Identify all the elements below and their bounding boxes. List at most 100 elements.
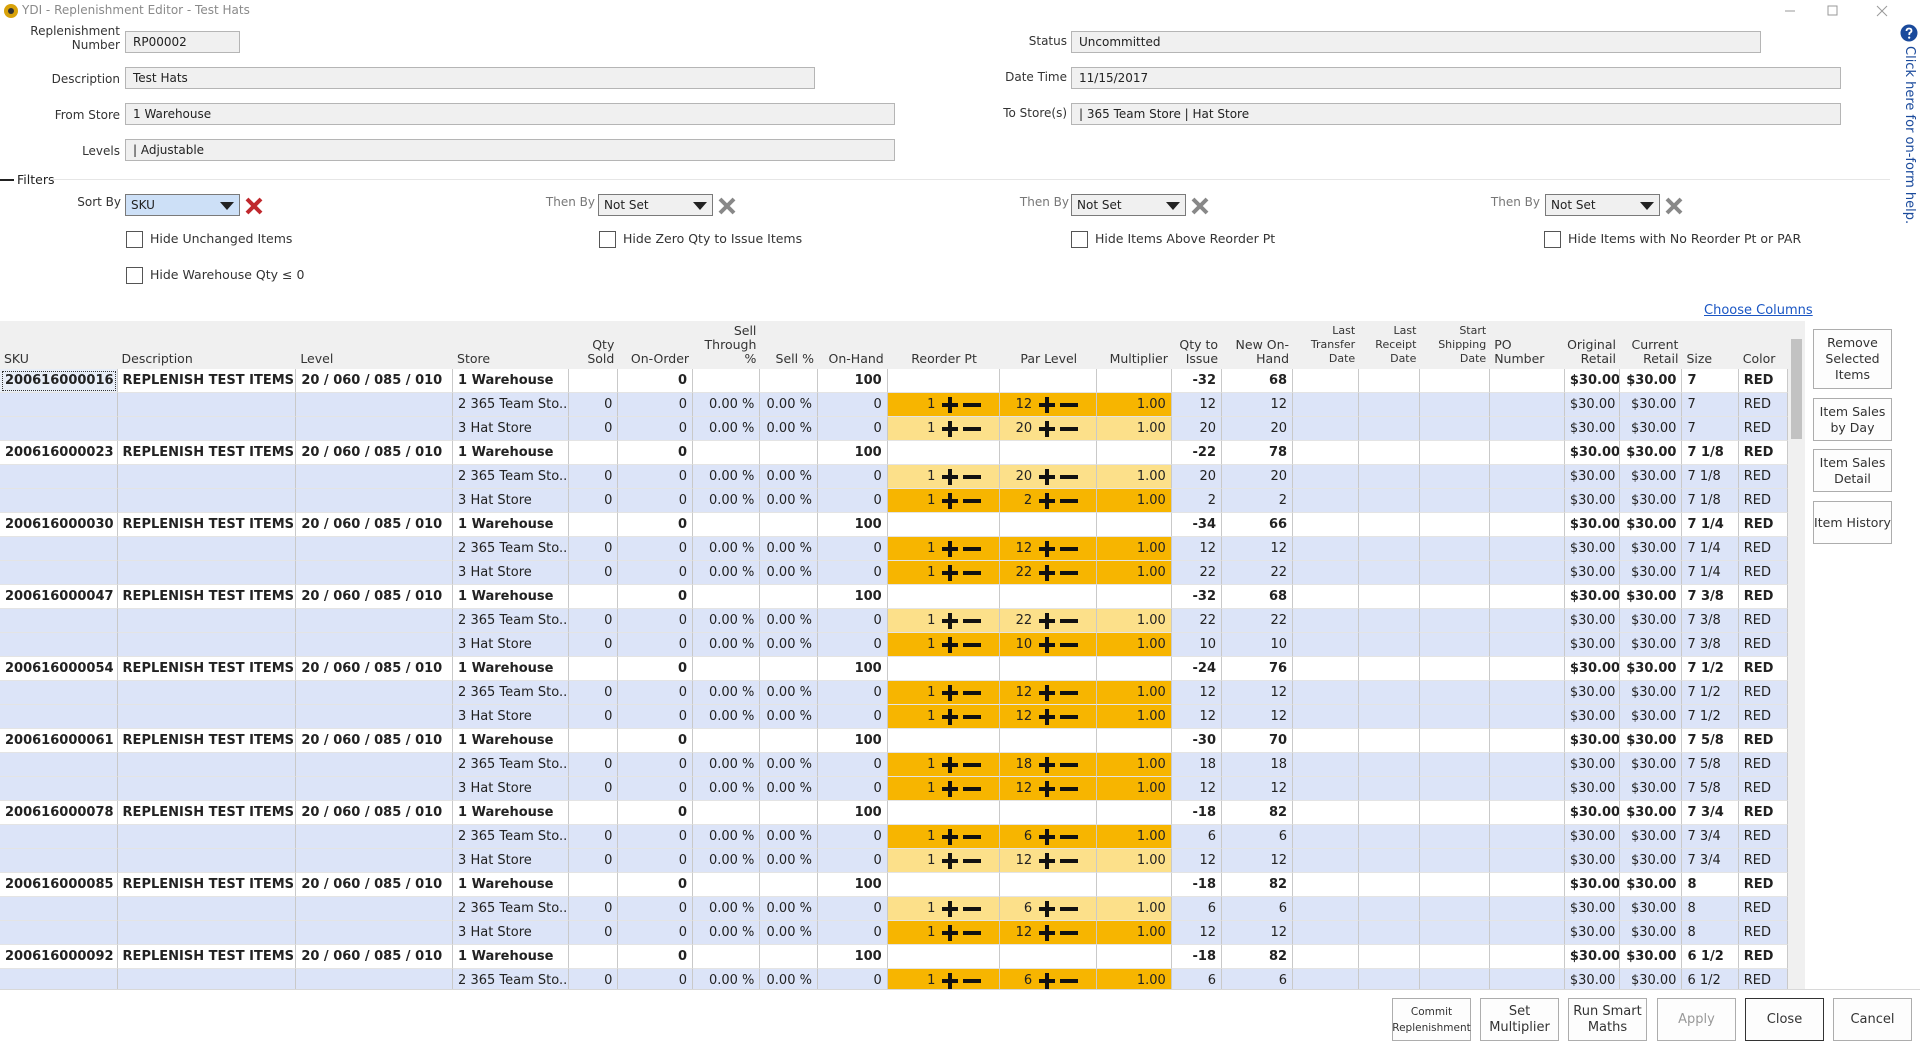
grid-cell[interactable]: 7 1/8 <box>1682 465 1739 489</box>
grid-cell[interactable]: 0 <box>618 777 694 801</box>
grid-cell[interactable]: 0 <box>817 489 888 513</box>
adjust-buttons[interactable] <box>941 852 985 869</box>
grid-cell[interactable]: 3 Hat Store <box>453 921 570 945</box>
grid-cell[interactable] <box>569 729 619 753</box>
grid-cell[interactable] <box>693 873 761 897</box>
grid-cell[interactable]: 12 <box>1171 393 1223 417</box>
grid-cell[interactable]: $30.00 <box>1620 633 1683 657</box>
grid-cell[interactable] <box>296 609 454 633</box>
field-value[interactable]: | Adjustable <box>125 139 895 161</box>
side-button[interactable]: Item Sales by Day <box>1813 398 1892 441</box>
grid-cell[interactable]: 0.00 % <box>760 753 818 777</box>
clear-sort[interactable] <box>1665 197 1683 215</box>
grid-cell[interactable] <box>117 705 297 729</box>
grid-cell[interactable]: 0.00 % <box>760 705 818 729</box>
store-row[interactable]: 3 Hat Store 0 0 0.00 % 0.00 % 0 1 10 1.00 10 10 $30… <box>0 633 1788 657</box>
grid-cell[interactable] <box>117 753 297 777</box>
grid-cell[interactable]: 82 <box>1222 801 1294 825</box>
grid-cell[interactable]: 7 1/4 <box>1682 513 1739 537</box>
grid-cell[interactable] <box>1420 945 1491 969</box>
filters-collapse[interactable] <box>0 179 14 181</box>
grid-cell[interactable] <box>0 777 118 801</box>
grid-cell[interactable]: 22 <box>1171 561 1223 585</box>
adjust-buttons[interactable] <box>1038 756 1082 773</box>
grid-cell[interactable]: 66 <box>1222 513 1294 537</box>
column-header[interactable]: Size <box>1686 351 1713 366</box>
adjust-buttons[interactable] <box>941 708 985 725</box>
grid-cell[interactable]: $30.00 <box>1564 681 1620 705</box>
grid-cell[interactable] <box>1490 897 1565 921</box>
grid-cell[interactable] <box>1359 681 1421 705</box>
grid-cell[interactable] <box>1359 801 1421 825</box>
grid-cell[interactable] <box>569 945 619 969</box>
grid-cell[interactable]: RED <box>1738 393 1788 417</box>
grid-cell[interactable]: RED <box>1738 489 1788 513</box>
grid-cell[interactable]: 0 <box>618 537 694 561</box>
grid-cell[interactable]: 82 <box>1222 873 1294 897</box>
grid-cell[interactable] <box>1359 873 1421 897</box>
grid-cell[interactable]: 0 <box>618 921 694 945</box>
grid-cell[interactable]: 0.00 % <box>760 489 818 513</box>
grid-cell[interactable]: 1.00 <box>1097 777 1172 801</box>
grid-cell[interactable]: 1 Warehouse <box>453 801 570 825</box>
grid-cell[interactable]: $30.00 <box>1620 921 1683 945</box>
grid-cell[interactable]: 0.00 % <box>693 465 761 489</box>
grid-cell[interactable]: 0 <box>817 465 888 489</box>
grid-cell[interactable]: $30.00 <box>1620 681 1683 705</box>
store-row[interactable]: 3 Hat Store 0 0 0.00 % 0.00 % 0 1 20 1.00 20 20 $30… <box>0 417 1788 441</box>
grid-cell[interactable]: 0 <box>569 465 619 489</box>
grid-cell[interactable] <box>117 633 297 657</box>
column-header[interactable]: Qty Sold <box>587 337 615 366</box>
grid-cell[interactable] <box>760 441 818 465</box>
grid-cell[interactable]: $30.00 <box>1620 705 1683 729</box>
grid-cell[interactable]: 0.00 % <box>693 633 761 657</box>
grid-cell[interactable] <box>1420 657 1491 681</box>
grid-cell[interactable]: -18 <box>1171 801 1223 825</box>
adjust-buttons[interactable] <box>1038 636 1082 653</box>
grid-cell[interactable]: $30.00 <box>1564 657 1620 681</box>
grid-cell[interactable]: 6 <box>1222 897 1294 921</box>
side-button[interactable]: Item History <box>1813 501 1892 544</box>
grid-cell[interactable]: $30.00 <box>1620 465 1683 489</box>
grid-cell[interactable]: 18 <box>1222 753 1294 777</box>
grid-cell[interactable]: 100 <box>817 585 888 609</box>
grid-cell[interactable]: 3 Hat Store <box>453 633 570 657</box>
grid-cell[interactable] <box>1420 921 1491 945</box>
grid-cell[interactable] <box>1359 633 1421 657</box>
grid-cell[interactable]: $30.00 <box>1620 657 1683 681</box>
grid-cell[interactable] <box>296 681 454 705</box>
grid-cell[interactable] <box>296 777 454 801</box>
grid-cell[interactable] <box>1359 537 1421 561</box>
grid-cell[interactable] <box>760 657 818 681</box>
adjust-buttons[interactable] <box>1038 564 1082 581</box>
grid-cell[interactable]: 100 <box>817 945 888 969</box>
grid-cell[interactable] <box>1000 513 1098 537</box>
grid-cell[interactable]: 0 <box>817 849 888 873</box>
grid-cell[interactable]: RED <box>1738 561 1788 585</box>
grid-cell[interactable] <box>1359 849 1421 873</box>
grid-cell[interactable]: 0 <box>618 849 694 873</box>
grid-cell[interactable] <box>760 513 818 537</box>
grid-cell[interactable]: 1 Warehouse <box>453 369 570 393</box>
grid-cell[interactable] <box>1293 657 1360 681</box>
grid-cell[interactable] <box>1293 705 1360 729</box>
grid-cell[interactable]: RED <box>1738 465 1788 489</box>
grid-cell[interactable]: RED <box>1738 753 1788 777</box>
grid-cell[interactable] <box>1293 393 1360 417</box>
grid-cell[interactable]: $30.00 <box>1620 969 1683 989</box>
grid-cell[interactable]: 7 <box>1682 417 1739 441</box>
grid-cell[interactable]: REPLENISH TEST ITEMS <box>117 801 297 825</box>
grid-cell[interactable]: 200616000054 <box>0 657 118 681</box>
grid-cell[interactable] <box>1359 417 1421 441</box>
grid-cell[interactable] <box>117 921 297 945</box>
grid-cell[interactable]: 6 <box>1171 825 1223 849</box>
store-row[interactable]: 3 Hat Store 0 0 0.00 % 0.00 % 0 1 12 1.00 12 12 $30… <box>0 705 1788 729</box>
grid-cell[interactable]: 1.00 <box>1097 825 1172 849</box>
adjust-buttons[interactable] <box>941 540 985 557</box>
grid-cell[interactable] <box>1490 705 1565 729</box>
grid-cell[interactable] <box>1420 369 1491 393</box>
grid-cell[interactable]: 0.00 % <box>760 777 818 801</box>
grid-cell[interactable]: $30.00 <box>1564 369 1620 393</box>
grid-cell[interactable]: 20 <box>1000 465 1098 489</box>
grid-cell[interactable] <box>296 537 454 561</box>
